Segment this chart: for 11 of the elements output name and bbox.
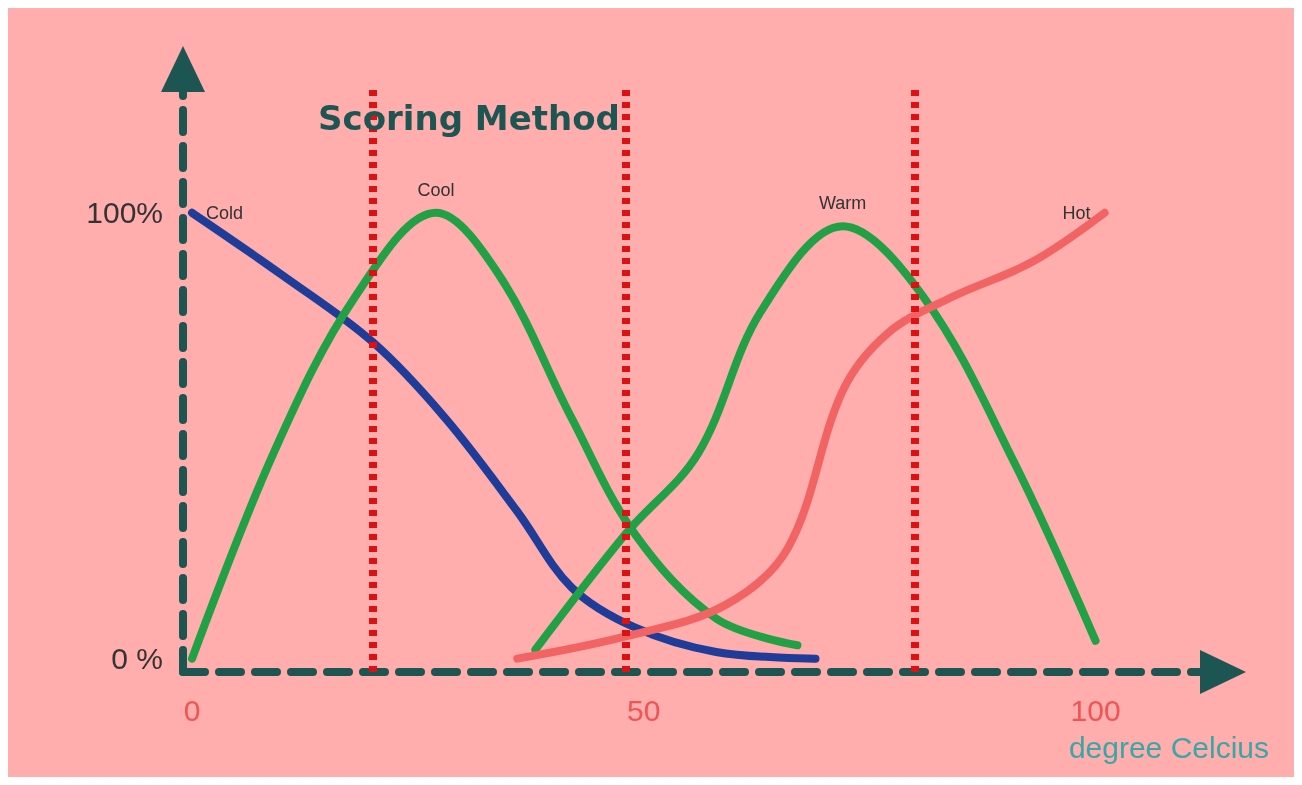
x-tick-label: 0 xyxy=(183,694,201,728)
y-tick-label: 0 % xyxy=(111,642,163,676)
series-label: Cool xyxy=(417,179,455,200)
series-label: Cold xyxy=(206,202,244,223)
series-label: Hot xyxy=(1062,202,1091,223)
chart-title: Scoring Method xyxy=(318,98,620,138)
series-label: Warm xyxy=(818,193,867,214)
x-tick-label: 50 xyxy=(627,694,661,728)
x-axis-title: degree Celcius xyxy=(1068,730,1270,764)
x-tick-label: 100 xyxy=(1070,694,1121,728)
y-tick-label: 100% xyxy=(86,196,163,230)
